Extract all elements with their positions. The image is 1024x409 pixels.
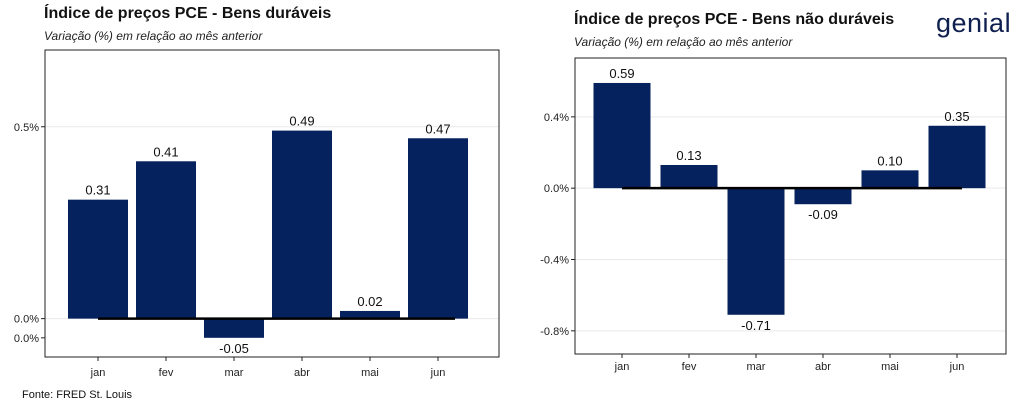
plot-frame-left — [44, 49, 500, 358]
data-label-left-jun: 0.47 — [425, 121, 450, 136]
x-label-right-jun: jun — [949, 361, 965, 373]
x-label-left-jun: jun — [430, 367, 446, 379]
data-label-left-jan: 0.31 — [85, 183, 110, 198]
bar-right-mar — [727, 188, 785, 315]
y-label-left: 0.5% — [14, 122, 39, 134]
bar-right-mai — [861, 170, 919, 189]
y-label-right: 0.4% — [544, 112, 569, 124]
bar-right-fev — [660, 164, 718, 189]
data-label-right-mar: -0.71 — [741, 318, 771, 333]
data-label-right-abr: -0.09 — [808, 207, 838, 222]
genial-logo: genial — [936, 8, 1012, 38]
chart-left-subtitle: Variação (%) em relação ao mês anterior — [44, 29, 263, 43]
data-label-left-abr: 0.49 — [289, 114, 314, 129]
chart-right-subtitle: Variação (%) em relação ao mês anterior — [574, 35, 793, 49]
x-label-right-fev: fev — [682, 361, 697, 373]
bar-left-mar — [204, 318, 264, 338]
data-label-right-mai: 0.10 — [877, 153, 902, 168]
x-label-left-mar: mar — [225, 367, 244, 379]
y-label-right: -0.8% — [540, 326, 569, 338]
chart-right-title: Índice de preços PCE - Bens não duráveis — [574, 11, 895, 28]
bar-left-abr — [272, 130, 332, 319]
x-label-right-mar: mar — [747, 361, 766, 373]
x-label-right-mai: mai — [881, 361, 899, 373]
data-label-right-jan: 0.59 — [609, 66, 634, 81]
data-label-left-mai: 0.02 — [357, 294, 382, 309]
x-label-left-jan: jan — [90, 367, 106, 379]
plot-frame-right — [574, 57, 1007, 355]
y-label-left: 0.0% — [14, 314, 39, 326]
y-label-left: 0.0% — [14, 333, 39, 345]
x-label-left-fev: fev — [159, 367, 174, 379]
x-label-left-mai: mai — [361, 367, 379, 379]
data-label-right-jun: 0.35 — [944, 109, 969, 124]
bar-right-jun — [928, 125, 986, 189]
data-label-right-fev: 0.13 — [676, 148, 701, 163]
data-label-left-fev: 0.41 — [153, 144, 178, 159]
chart-left-title: Índice de preços PCE - Bens duráveis — [44, 5, 332, 22]
x-label-left-abr: abr — [294, 367, 310, 379]
data-label-left-mar: -0.05 — [219, 341, 249, 356]
y-label-right: 0.0% — [544, 183, 569, 195]
bar-left-jun — [408, 138, 468, 319]
source-note: Fonte: FRED St. Louis — [22, 389, 133, 401]
bar-right-abr — [794, 188, 852, 205]
bar-left-fev — [136, 161, 196, 319]
x-label-right-jan: jan — [614, 361, 630, 373]
bar-left-mai — [340, 310, 400, 319]
y-label-right: -0.4% — [540, 254, 569, 266]
x-label-right-abr: abr — [815, 361, 831, 373]
bar-left-jan — [68, 199, 128, 319]
bar-right-jan — [593, 82, 651, 189]
